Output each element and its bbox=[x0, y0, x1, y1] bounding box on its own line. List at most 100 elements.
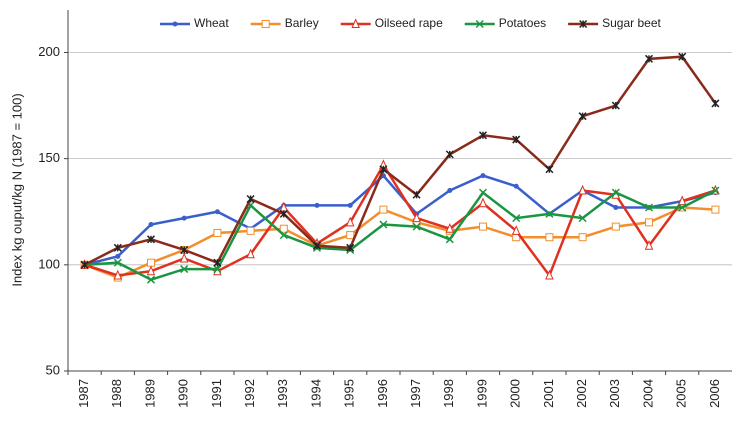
marker-part bbox=[147, 258, 155, 267]
marker bbox=[113, 243, 122, 252]
legend-marker bbox=[261, 20, 270, 28]
marker-part bbox=[347, 202, 353, 208]
legend-marker bbox=[351, 18, 360, 28]
marker bbox=[379, 205, 388, 214]
x-tick-label: 1990 bbox=[176, 379, 191, 408]
marker-part bbox=[479, 222, 487, 231]
marker bbox=[480, 173, 486, 179]
marker bbox=[181, 215, 187, 221]
marker bbox=[644, 54, 654, 63]
marker-part bbox=[172, 21, 178, 27]
marker bbox=[545, 209, 554, 218]
marker bbox=[246, 248, 255, 259]
marker-part bbox=[113, 269, 123, 280]
x-tick-label: 1993 bbox=[275, 379, 290, 408]
marker-part bbox=[214, 209, 220, 215]
marker-part bbox=[113, 258, 122, 267]
x-tick-label: 1994 bbox=[308, 379, 323, 408]
y-tick-label: 150 bbox=[38, 150, 60, 165]
x-tick-label: 1999 bbox=[474, 379, 489, 408]
marker bbox=[578, 184, 587, 195]
marker-part bbox=[148, 221, 154, 227]
x-tick-label: 1992 bbox=[242, 379, 257, 408]
marker bbox=[213, 228, 222, 237]
marker-part bbox=[180, 265, 189, 274]
marker bbox=[445, 222, 455, 233]
marker bbox=[148, 221, 154, 227]
marker bbox=[545, 165, 554, 174]
marker-part bbox=[213, 265, 222, 274]
marker-part bbox=[578, 214, 587, 223]
marker-part bbox=[115, 253, 121, 259]
legend-label: Sugar beet bbox=[602, 16, 661, 30]
marker bbox=[678, 203, 687, 212]
legend-marker bbox=[579, 19, 588, 29]
y-axis-label: Index kg ouput/kg N (1987 = 100) bbox=[9, 93, 24, 286]
x-tick-label: 1991 bbox=[209, 379, 224, 408]
marker-part bbox=[412, 222, 421, 231]
marker bbox=[347, 202, 353, 208]
marker-part bbox=[475, 19, 484, 29]
marker bbox=[611, 222, 620, 231]
marker bbox=[80, 260, 89, 269]
marker-part bbox=[611, 188, 620, 197]
marker bbox=[645, 218, 653, 227]
x-tick-label: 2006 bbox=[707, 379, 722, 408]
marker bbox=[146, 275, 156, 284]
x-tick-label: 1997 bbox=[408, 379, 423, 408]
marker bbox=[213, 265, 222, 274]
marker-part bbox=[345, 216, 355, 227]
x-tick-label: 2001 bbox=[541, 379, 556, 408]
x-tick-label: 1995 bbox=[342, 379, 357, 408]
marker bbox=[412, 190, 421, 199]
marker bbox=[545, 269, 554, 280]
series-line bbox=[84, 162, 716, 278]
legend-label: Oilseed rape bbox=[375, 16, 443, 30]
marker-part bbox=[261, 20, 270, 28]
marker-part bbox=[181, 215, 187, 221]
marker bbox=[115, 253, 121, 259]
marker bbox=[478, 197, 488, 208]
marker bbox=[447, 188, 453, 193]
marker bbox=[511, 225, 521, 235]
marker bbox=[479, 222, 487, 231]
marker bbox=[314, 202, 320, 208]
marker bbox=[379, 220, 388, 229]
marker bbox=[513, 183, 519, 189]
marker bbox=[512, 214, 521, 223]
series-line bbox=[84, 55, 717, 266]
marker-part bbox=[644, 239, 654, 250]
marker bbox=[179, 252, 189, 263]
marker bbox=[677, 195, 687, 206]
marker bbox=[180, 245, 189, 254]
marker bbox=[146, 235, 156, 244]
marker-part bbox=[545, 269, 554, 280]
x-tick-label: 1996 bbox=[375, 379, 390, 408]
marker-part bbox=[351, 18, 360, 28]
marker bbox=[512, 135, 521, 144]
x-tick-label: 2002 bbox=[574, 379, 589, 408]
marker bbox=[345, 216, 355, 227]
marker bbox=[711, 99, 720, 108]
marker-part bbox=[478, 197, 488, 208]
marker bbox=[613, 204, 619, 210]
marker bbox=[379, 165, 388, 174]
marker-part bbox=[346, 231, 355, 240]
marker-part bbox=[146, 265, 156, 276]
marker-part bbox=[513, 183, 519, 189]
marker bbox=[246, 194, 255, 204]
x-tick-label: 2005 bbox=[674, 379, 689, 408]
x-tick-label: 2003 bbox=[607, 379, 622, 408]
marker bbox=[578, 233, 587, 242]
y-tick-label: 50 bbox=[46, 362, 60, 377]
marker bbox=[213, 258, 222, 267]
marker bbox=[113, 269, 123, 280]
x-tick-label: 2000 bbox=[508, 379, 523, 408]
series-line bbox=[84, 173, 716, 267]
marker-part bbox=[511, 225, 521, 235]
marker-part bbox=[578, 184, 587, 195]
marker bbox=[279, 209, 288, 218]
marker-part bbox=[711, 186, 720, 195]
marker-part bbox=[379, 205, 388, 214]
x-tick-label: 1988 bbox=[109, 379, 124, 408]
